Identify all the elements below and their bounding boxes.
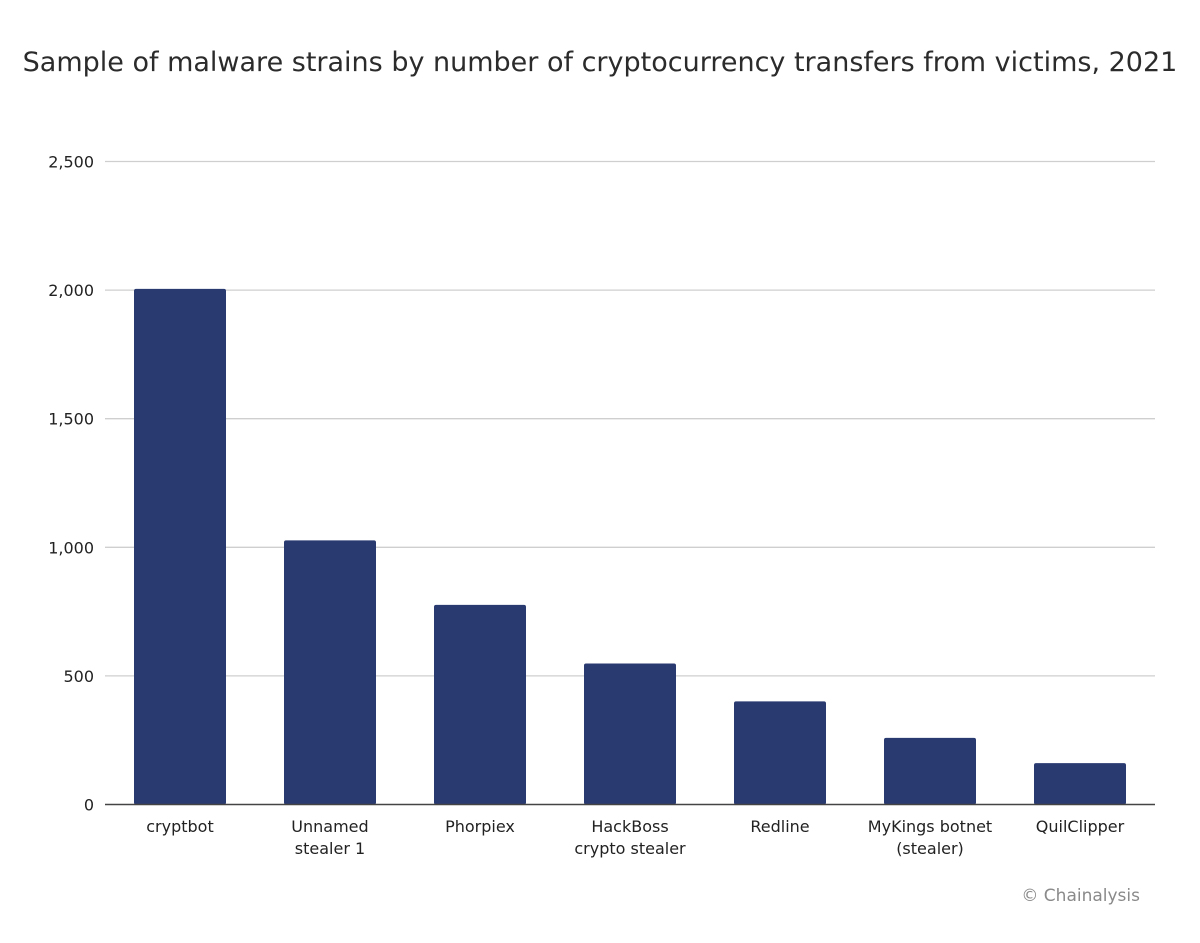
bar [884, 737, 976, 805]
x-tick-label: crypto stealer [574, 839, 686, 858]
bar [134, 288, 226, 805]
x-tick-label: stealer 1 [295, 839, 365, 858]
x-tick-label: cryptbot [146, 817, 214, 836]
y-tick-label: 500 [63, 667, 94, 686]
chart-title: Sample of malware strains by number of c… [22, 47, 1178, 78]
x-tick-label: HackBoss [591, 817, 668, 836]
bar [584, 663, 676, 805]
bar [1034, 763, 1126, 805]
y-tick-label: 0 [84, 796, 94, 815]
x-tick-label: Redline [750, 817, 809, 836]
y-tick-label: 1,500 [48, 410, 94, 429]
x-tick-label: QuilClipper [1036, 817, 1125, 836]
bar [284, 540, 376, 805]
x-tick-label: MyKings botnet [868, 817, 992, 836]
bar [734, 701, 826, 805]
bar [434, 604, 526, 805]
y-tick-label: 2,000 [48, 281, 94, 300]
x-tick-label: Unnamed [291, 817, 368, 836]
y-tick-label: 1,000 [48, 538, 94, 557]
credit-text: © Chainalysis [1021, 886, 1140, 906]
x-tick-label: Phorpiex [445, 817, 515, 836]
y-tick-label: 2,500 [48, 153, 94, 172]
x-tick-label: (stealer) [896, 839, 964, 858]
